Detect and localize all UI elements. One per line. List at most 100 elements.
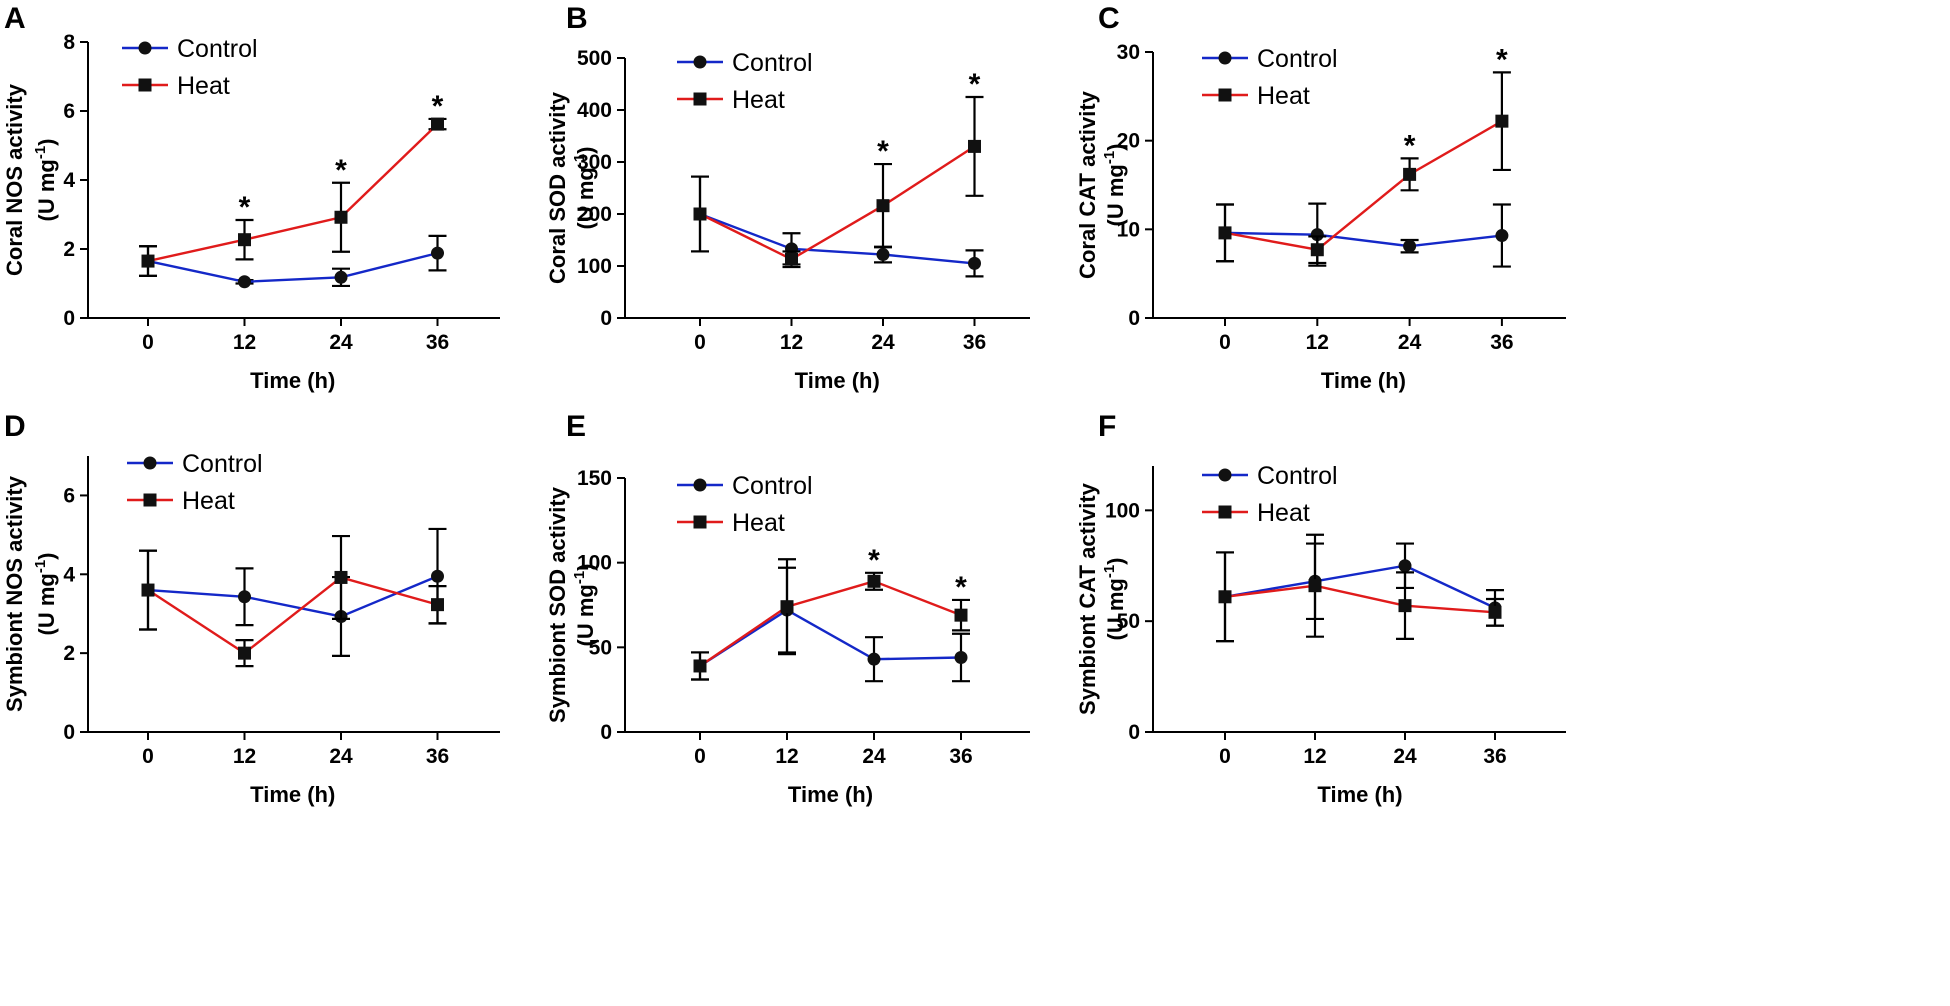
- y-tick-label: 100: [577, 255, 612, 278]
- x-tick-label: 0: [1219, 745, 1231, 768]
- significance-star: *: [955, 571, 967, 604]
- y-tick-label: 500: [577, 47, 612, 70]
- series-line: [147, 123, 439, 263]
- data-point: [431, 598, 444, 612]
- x-tick-label: 12: [1306, 331, 1329, 354]
- legend-marker: [1218, 505, 1232, 519]
- y-tick-label: 100: [577, 552, 612, 575]
- series-line: [1224, 231, 1503, 248]
- series-control: [691, 566, 970, 683]
- y-tick-label: 200: [577, 203, 612, 226]
- data-point: [867, 574, 881, 588]
- data-point: [954, 650, 968, 664]
- series-heat: [139, 534, 447, 668]
- significance-star: *: [239, 191, 251, 224]
- series-control: [139, 527, 447, 658]
- y-tick-label: 0: [600, 307, 612, 330]
- legend: Control Heat: [677, 472, 813, 537]
- y-axis-title: Coral SOD activity: [545, 91, 570, 284]
- legend-marker: [1218, 51, 1232, 65]
- x-tick-label: 12: [1303, 745, 1326, 768]
- legend-label: Control: [1257, 462, 1338, 490]
- series-heat: [691, 95, 984, 269]
- y-axis-unit: (U mg-1): [32, 139, 59, 222]
- data-point: [693, 659, 707, 673]
- significance-star: *: [1496, 43, 1508, 76]
- data-point: [876, 199, 890, 213]
- significance-star: *: [335, 154, 347, 187]
- x-tick-label: 24: [1393, 745, 1417, 768]
- legend-label: Heat: [182, 487, 235, 515]
- y-tick-label: 10: [1117, 218, 1140, 241]
- legend-marker: [143, 493, 157, 507]
- y-tick-label: 2: [63, 642, 75, 665]
- panel-e: E 0 50 100 150 0 12 24 36 Time (h) Symbiont SOD ac…: [545, 410, 1030, 807]
- series-line: [147, 575, 438, 618]
- x-tick-label: 24: [871, 331, 895, 354]
- y-tick-label: 0: [1128, 307, 1140, 330]
- data-point: [1403, 239, 1417, 253]
- y-axis-title: Symbiont NOS activity: [2, 475, 27, 712]
- series-line: [1224, 120, 1503, 252]
- x-tick-label: 0: [694, 331, 706, 354]
- x-axis-title: Time (h): [250, 782, 335, 807]
- y-tick-label: 50: [589, 636, 612, 659]
- series-line: [1224, 564, 1496, 609]
- data-point: [238, 233, 251, 247]
- data-point: [238, 646, 251, 660]
- series-line: [699, 580, 962, 667]
- data-point: [431, 246, 444, 260]
- x-tick-label: 12: [233, 331, 256, 354]
- legend: Control Heat: [122, 35, 258, 100]
- data-point: [1495, 229, 1509, 243]
- data-point: [431, 569, 444, 583]
- legend: Control Heat: [1202, 462, 1338, 527]
- x-tick-label: 36: [426, 331, 449, 354]
- legend-label: Heat: [1257, 499, 1310, 527]
- series-line: [699, 608, 962, 667]
- x-axis-title: Time (h): [1317, 782, 1402, 807]
- y-tick-label: 0: [63, 721, 75, 744]
- x-axis-title: Time (h): [788, 782, 873, 807]
- y-axis-title: Coral CAT activity: [1075, 90, 1100, 279]
- legend-label: Heat: [177, 72, 230, 100]
- data-point: [238, 590, 251, 604]
- x-tick-label: 0: [142, 331, 154, 354]
- series-heat: [1216, 533, 1504, 643]
- y-tick-label: 4: [63, 169, 75, 192]
- legend: Control Heat: [127, 450, 263, 515]
- panel-b: B 0 100 200 300 400 500 0 12 24 36 Time (h) Coral SO…: [545, 2, 1030, 393]
- series-control: [139, 234, 447, 289]
- y-axis-unit: (U mg-1): [1101, 144, 1128, 227]
- data-point: [334, 210, 348, 224]
- legend-label: Heat: [732, 509, 785, 537]
- panel-f: F 0 50 100 0 12 24 36 Time (h) Symbiont CAT activ…: [1075, 410, 1566, 807]
- data-point: [876, 248, 890, 262]
- legend-label: Heat: [1257, 82, 1310, 110]
- significance-star: *: [877, 135, 889, 168]
- legend-label: Heat: [732, 86, 785, 114]
- panel-letter: A: [4, 2, 26, 35]
- panel-letter: F: [1098, 410, 1116, 443]
- y-axis-unit: (U mg-1): [32, 553, 59, 636]
- y-axis-unit: (U mg-1): [1101, 558, 1128, 641]
- legend-marker: [1218, 468, 1232, 482]
- legend-marker: [138, 41, 152, 55]
- data-point: [954, 608, 968, 622]
- legend-marker: [693, 55, 707, 69]
- panel-letter: E: [566, 410, 586, 443]
- data-point: [1310, 228, 1324, 242]
- significance-star: *: [969, 68, 981, 101]
- series-line: [699, 145, 976, 261]
- y-tick-label: 0: [63, 307, 75, 330]
- series-control: [691, 175, 984, 278]
- significance-star: *: [1404, 129, 1416, 162]
- x-tick-label: 12: [233, 745, 256, 768]
- series-line: [699, 212, 975, 265]
- y-tick-label: 8: [63, 31, 75, 54]
- y-tick-label: 4: [63, 563, 75, 586]
- data-point: [1398, 599, 1412, 613]
